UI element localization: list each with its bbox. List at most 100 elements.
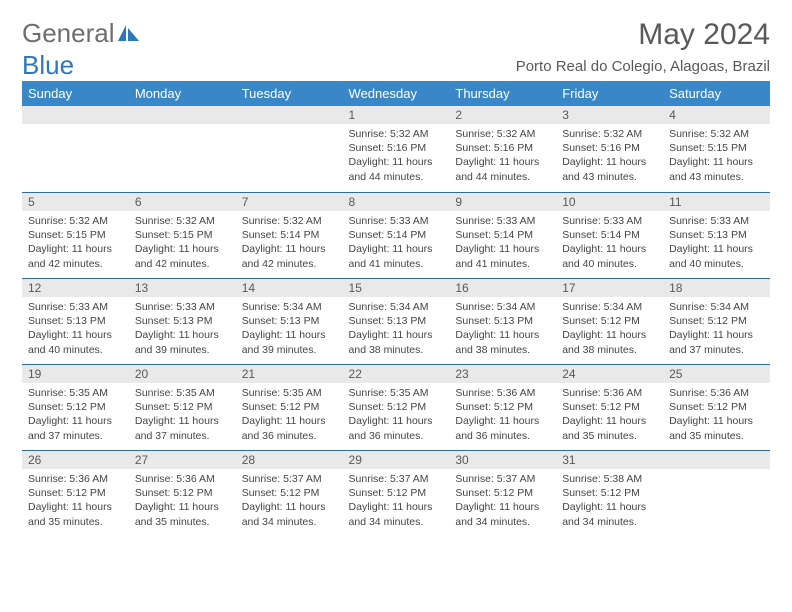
day-body: Sunrise: 5:32 AMSunset: 5:16 PMDaylight:… bbox=[556, 124, 663, 188]
daylight-text: Daylight: 11 hours and 35 minutes. bbox=[562, 414, 657, 442]
calendar-cell: 23Sunrise: 5:36 AMSunset: 5:12 PMDayligh… bbox=[449, 364, 556, 450]
calendar-cell: 13Sunrise: 5:33 AMSunset: 5:13 PMDayligh… bbox=[129, 278, 236, 364]
calendar-cell: 10Sunrise: 5:33 AMSunset: 5:14 PMDayligh… bbox=[556, 192, 663, 278]
calendar-cell: 21Sunrise: 5:35 AMSunset: 5:12 PMDayligh… bbox=[236, 364, 343, 450]
day-body: Sunrise: 5:34 AMSunset: 5:13 PMDaylight:… bbox=[236, 297, 343, 361]
calendar-cell: 8Sunrise: 5:33 AMSunset: 5:14 PMDaylight… bbox=[343, 192, 450, 278]
daylight-text: Daylight: 11 hours and 41 minutes. bbox=[455, 242, 550, 270]
day-header: Monday bbox=[129, 81, 236, 106]
month-title: May 2024 bbox=[638, 18, 770, 52]
sunrise-text: Sunrise: 5:37 AM bbox=[242, 472, 337, 486]
day-header: Thursday bbox=[449, 81, 556, 106]
sunset-text: Sunset: 5:14 PM bbox=[349, 228, 444, 242]
calendar-cell: 17Sunrise: 5:34 AMSunset: 5:12 PMDayligh… bbox=[556, 278, 663, 364]
sunrise-text: Sunrise: 5:34 AM bbox=[562, 300, 657, 314]
day-number: 10 bbox=[556, 192, 663, 211]
sail-icon bbox=[117, 24, 141, 44]
day-body: Sunrise: 5:33 AMSunset: 5:13 PMDaylight:… bbox=[22, 297, 129, 361]
daylight-text: Daylight: 11 hours and 35 minutes. bbox=[669, 414, 764, 442]
sunrise-text: Sunrise: 5:35 AM bbox=[349, 386, 444, 400]
day-body: Sunrise: 5:33 AMSunset: 5:14 PMDaylight:… bbox=[556, 211, 663, 275]
calendar-cell bbox=[129, 106, 236, 192]
sunrise-text: Sunrise: 5:36 AM bbox=[135, 472, 230, 486]
sunrise-text: Sunrise: 5:33 AM bbox=[28, 300, 123, 314]
sunset-text: Sunset: 5:12 PM bbox=[562, 486, 657, 500]
daylight-text: Daylight: 11 hours and 38 minutes. bbox=[562, 328, 657, 356]
sunset-text: Sunset: 5:12 PM bbox=[349, 400, 444, 414]
day-body: Sunrise: 5:33 AMSunset: 5:14 PMDaylight:… bbox=[343, 211, 450, 275]
sunrise-text: Sunrise: 5:36 AM bbox=[669, 386, 764, 400]
sunrise-text: Sunrise: 5:34 AM bbox=[242, 300, 337, 314]
calendar-cell: 16Sunrise: 5:34 AMSunset: 5:13 PMDayligh… bbox=[449, 278, 556, 364]
sunset-text: Sunset: 5:14 PM bbox=[242, 228, 337, 242]
sunset-text: Sunset: 5:15 PM bbox=[669, 141, 764, 155]
daylight-text: Daylight: 11 hours and 35 minutes. bbox=[28, 500, 123, 528]
header: General May 2024 bbox=[22, 18, 770, 52]
sunrise-text: Sunrise: 5:34 AM bbox=[669, 300, 764, 314]
sunrise-text: Sunrise: 5:33 AM bbox=[669, 214, 764, 228]
sunset-text: Sunset: 5:12 PM bbox=[455, 400, 550, 414]
daylight-text: Daylight: 11 hours and 34 minutes. bbox=[455, 500, 550, 528]
calendar-cell: 27Sunrise: 5:36 AMSunset: 5:12 PMDayligh… bbox=[129, 450, 236, 536]
day-number: 20 bbox=[129, 364, 236, 383]
sunrise-text: Sunrise: 5:33 AM bbox=[135, 300, 230, 314]
sunrise-text: Sunrise: 5:32 AM bbox=[135, 214, 230, 228]
daylight-text: Daylight: 11 hours and 44 minutes. bbox=[455, 155, 550, 183]
calendar-week: 5Sunrise: 5:32 AMSunset: 5:15 PMDaylight… bbox=[22, 192, 770, 278]
calendar-cell: 1Sunrise: 5:32 AMSunset: 5:16 PMDaylight… bbox=[343, 106, 450, 192]
sunset-text: Sunset: 5:16 PM bbox=[562, 141, 657, 155]
daylight-text: Daylight: 11 hours and 37 minutes. bbox=[28, 414, 123, 442]
calendar-cell bbox=[236, 106, 343, 192]
sunrise-text: Sunrise: 5:32 AM bbox=[28, 214, 123, 228]
sunrise-text: Sunrise: 5:37 AM bbox=[455, 472, 550, 486]
day-body: Sunrise: 5:35 AMSunset: 5:12 PMDaylight:… bbox=[343, 383, 450, 447]
calendar-header-row: SundayMondayTuesdayWednesdayThursdayFrid… bbox=[22, 81, 770, 106]
sunrise-text: Sunrise: 5:37 AM bbox=[349, 472, 444, 486]
calendar-cell: 26Sunrise: 5:36 AMSunset: 5:12 PMDayligh… bbox=[22, 450, 129, 536]
calendar-cell: 31Sunrise: 5:38 AMSunset: 5:12 PMDayligh… bbox=[556, 450, 663, 536]
daylight-text: Daylight: 11 hours and 40 minutes. bbox=[562, 242, 657, 270]
calendar-cell: 3Sunrise: 5:32 AMSunset: 5:16 PMDaylight… bbox=[556, 106, 663, 192]
daylight-text: Daylight: 11 hours and 35 minutes. bbox=[135, 500, 230, 528]
sunset-text: Sunset: 5:12 PM bbox=[242, 486, 337, 500]
sunset-text: Sunset: 5:12 PM bbox=[669, 400, 764, 414]
sunset-text: Sunset: 5:12 PM bbox=[28, 486, 123, 500]
day-body: Sunrise: 5:32 AMSunset: 5:16 PMDaylight:… bbox=[449, 124, 556, 188]
daylight-text: Daylight: 11 hours and 42 minutes. bbox=[28, 242, 123, 270]
daylight-text: Daylight: 11 hours and 39 minutes. bbox=[242, 328, 337, 356]
location: Porto Real do Colegio, Alagoas, Brazil bbox=[516, 58, 770, 75]
brand-part2: Blue bbox=[22, 50, 74, 81]
day-number: 2 bbox=[449, 106, 556, 124]
calendar-table: SundayMondayTuesdayWednesdayThursdayFrid… bbox=[22, 81, 770, 536]
day-header: Sunday bbox=[22, 81, 129, 106]
day-body: Sunrise: 5:32 AMSunset: 5:14 PMDaylight:… bbox=[236, 211, 343, 275]
sunset-text: Sunset: 5:13 PM bbox=[349, 314, 444, 328]
day-number bbox=[22, 106, 129, 124]
day-header: Saturday bbox=[663, 81, 770, 106]
daylight-text: Daylight: 11 hours and 37 minutes. bbox=[135, 414, 230, 442]
day-number: 1 bbox=[343, 106, 450, 124]
sunset-text: Sunset: 5:12 PM bbox=[135, 400, 230, 414]
sunset-text: Sunset: 5:12 PM bbox=[242, 400, 337, 414]
day-body: Sunrise: 5:33 AMSunset: 5:13 PMDaylight:… bbox=[663, 211, 770, 275]
day-body: Sunrise: 5:32 AMSunset: 5:15 PMDaylight:… bbox=[663, 124, 770, 188]
sunrise-text: Sunrise: 5:32 AM bbox=[242, 214, 337, 228]
day-number: 13 bbox=[129, 278, 236, 297]
daylight-text: Daylight: 11 hours and 36 minutes. bbox=[455, 414, 550, 442]
calendar-cell: 15Sunrise: 5:34 AMSunset: 5:13 PMDayligh… bbox=[343, 278, 450, 364]
daylight-text: Daylight: 11 hours and 36 minutes. bbox=[349, 414, 444, 442]
calendar-cell: 4Sunrise: 5:32 AMSunset: 5:15 PMDaylight… bbox=[663, 106, 770, 192]
sunrise-text: Sunrise: 5:36 AM bbox=[562, 386, 657, 400]
sunset-text: Sunset: 5:14 PM bbox=[562, 228, 657, 242]
day-body: Sunrise: 5:36 AMSunset: 5:12 PMDaylight:… bbox=[22, 469, 129, 533]
day-header: Tuesday bbox=[236, 81, 343, 106]
daylight-text: Daylight: 11 hours and 34 minutes. bbox=[349, 500, 444, 528]
sunrise-text: Sunrise: 5:32 AM bbox=[669, 127, 764, 141]
sunrise-text: Sunrise: 5:32 AM bbox=[455, 127, 550, 141]
day-number: 11 bbox=[663, 192, 770, 211]
day-number: 28 bbox=[236, 450, 343, 469]
calendar-cell: 5Sunrise: 5:32 AMSunset: 5:15 PMDaylight… bbox=[22, 192, 129, 278]
calendar-cell bbox=[663, 450, 770, 536]
daylight-text: Daylight: 11 hours and 40 minutes. bbox=[28, 328, 123, 356]
day-number: 12 bbox=[22, 278, 129, 297]
